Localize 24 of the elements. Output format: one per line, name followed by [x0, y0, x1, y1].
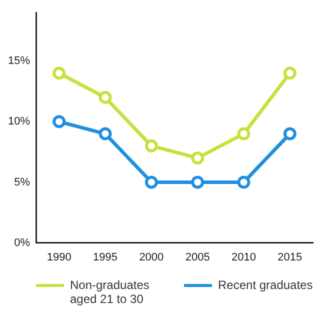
point: [191, 151, 204, 164]
y-tick-label: 15%: [8, 55, 30, 68]
y-tick-label: 10%: [8, 116, 30, 128]
point: [98, 90, 112, 104]
point: [144, 139, 158, 152]
point: [283, 66, 296, 80]
x-tick-label: 2005: [185, 251, 210, 264]
point: [191, 176, 204, 189]
x-tick-label: 2015: [278, 251, 302, 264]
point: [237, 127, 250, 140]
x-tick-label: 1995: [93, 251, 118, 264]
x-tick-label: 2010: [232, 251, 256, 264]
point: [52, 66, 66, 80]
point: [144, 176, 158, 189]
point: [52, 115, 66, 128]
y-tick-label: 5%: [14, 176, 30, 188]
legend-label: Non-graduates aged 21 to 30: [70, 278, 150, 306]
x-tick-label: 1990: [46, 251, 72, 264]
point: [283, 127, 296, 140]
y-tick-label: 0%: [14, 236, 30, 249]
point: [237, 176, 250, 189]
point: [98, 127, 112, 140]
x-tick-label: 2000: [139, 251, 164, 264]
legend-label: Recent graduates: [218, 278, 313, 292]
